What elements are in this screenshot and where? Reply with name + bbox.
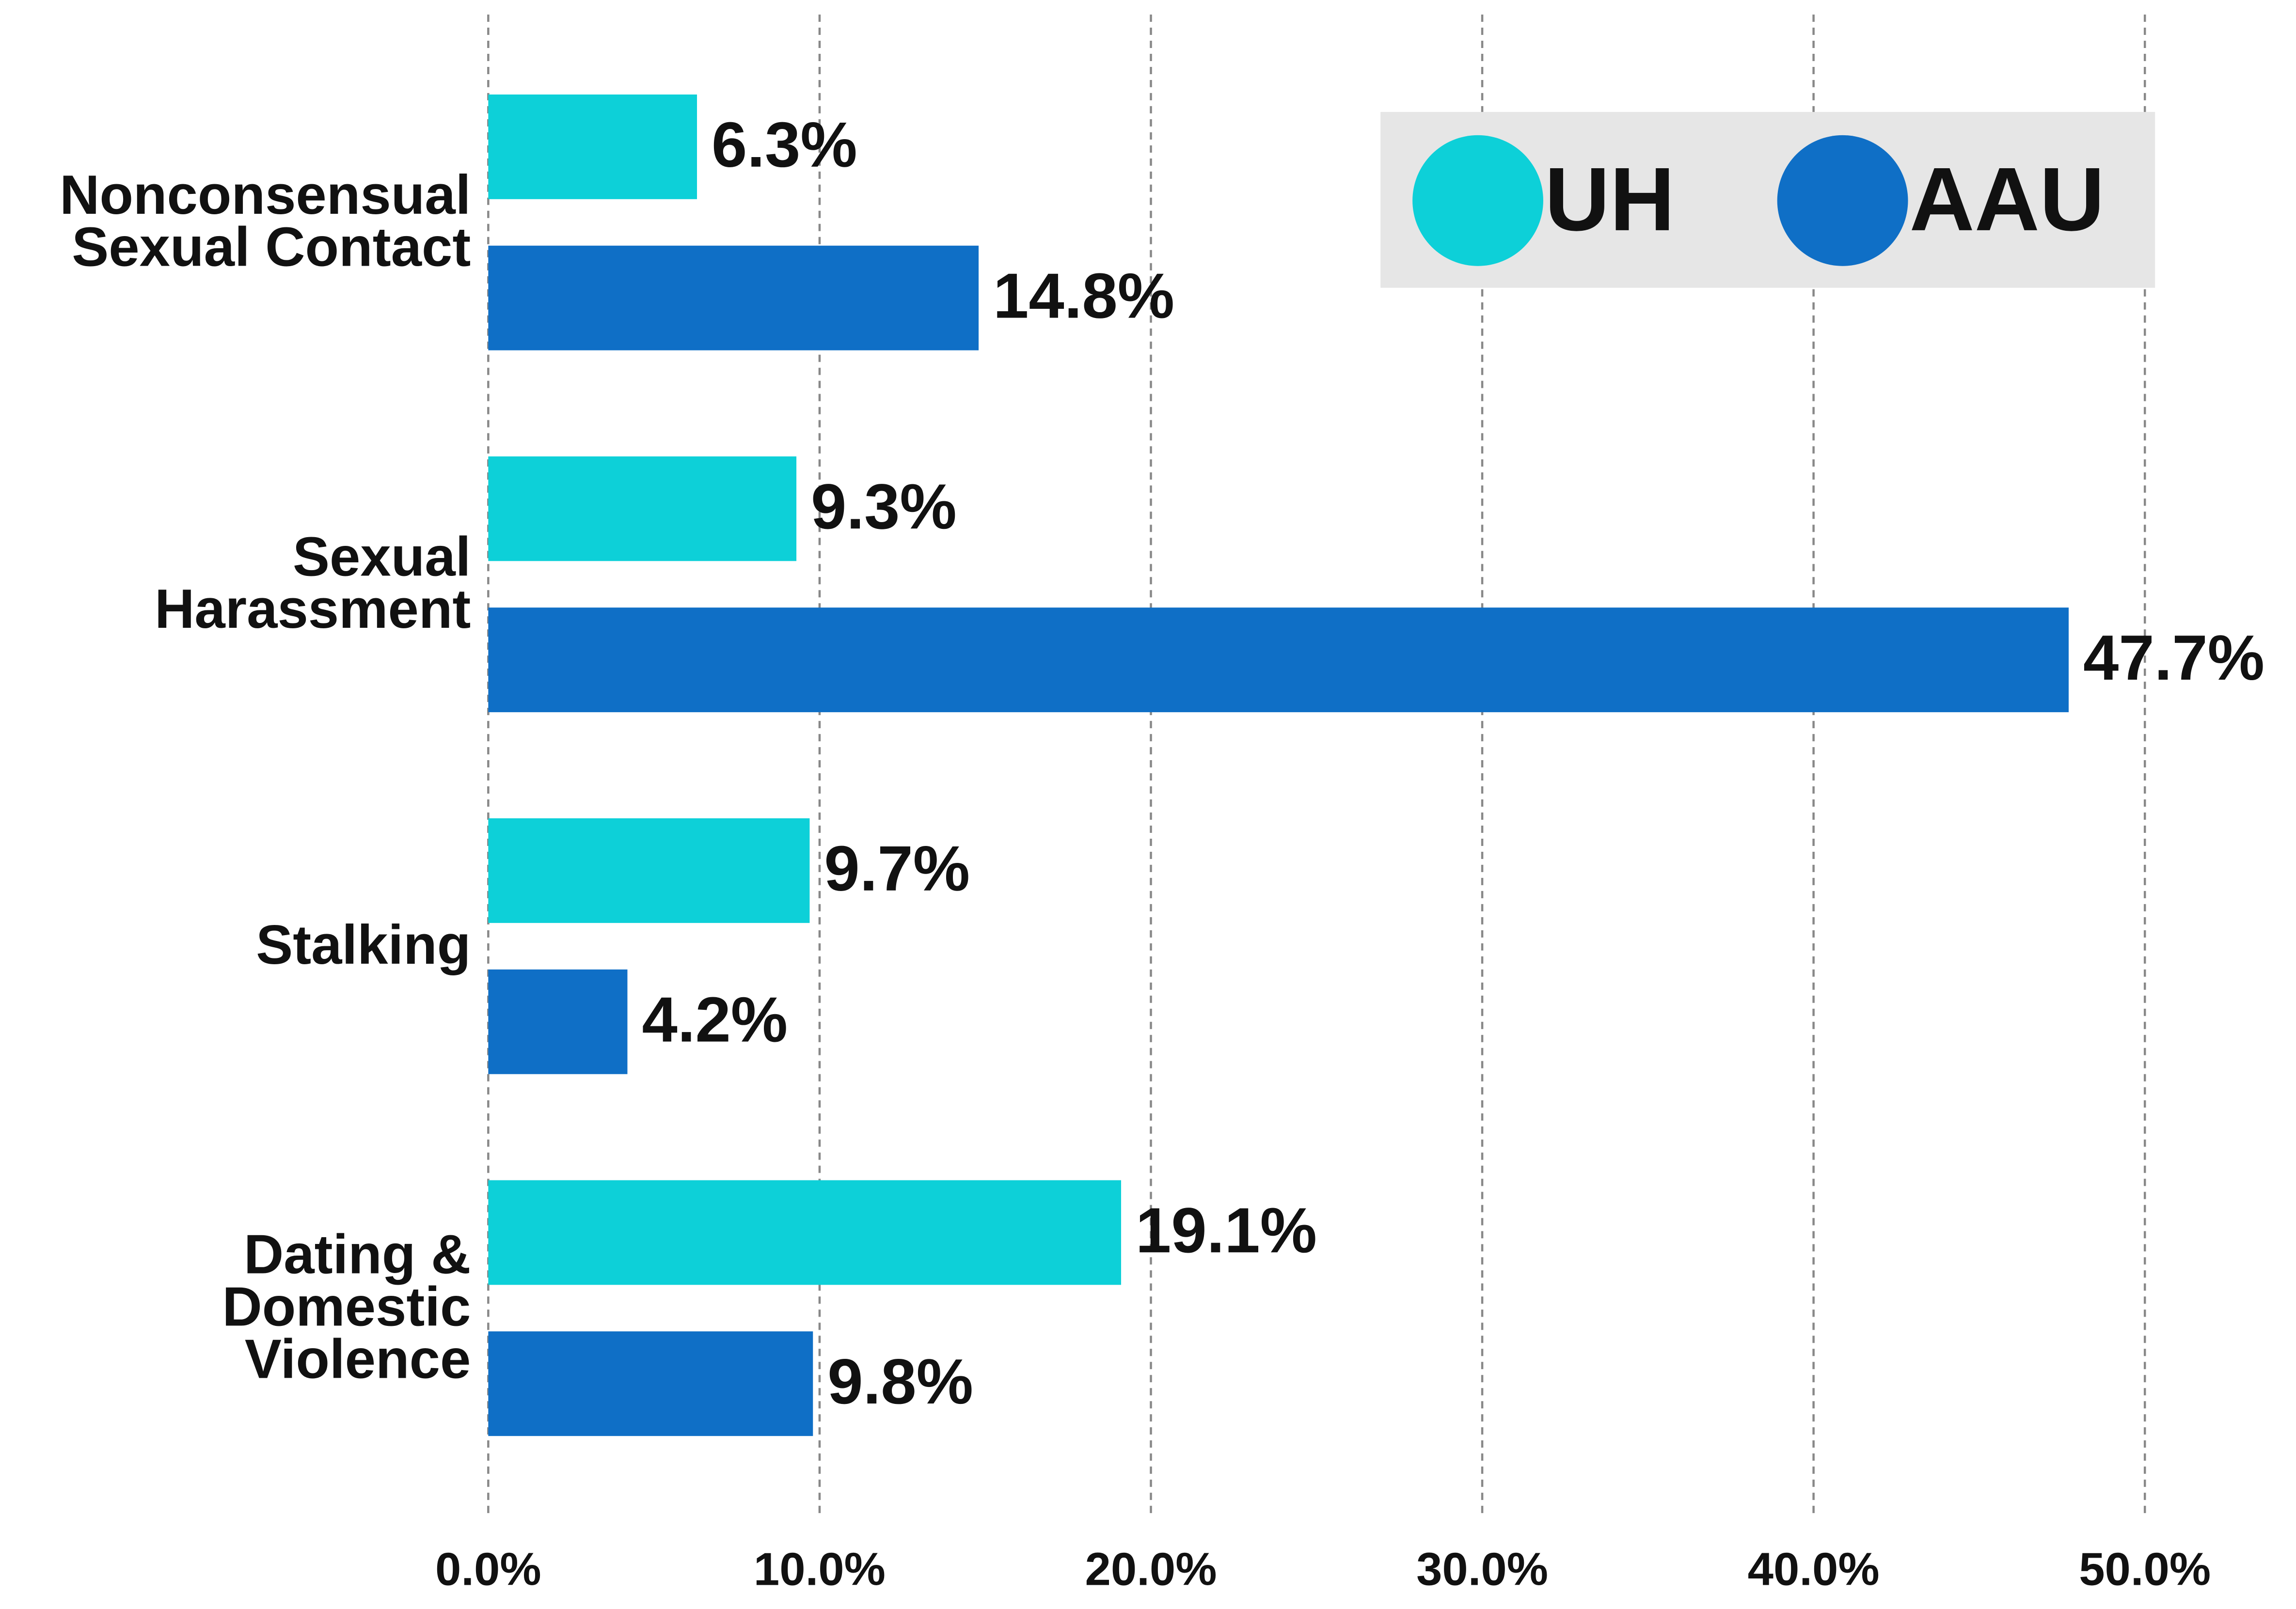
legend-swatch: [1412, 135, 1543, 266]
bar: [488, 1180, 1121, 1285]
value-label: 19.1%: [1136, 1195, 1317, 1266]
category-text: Nonconsensual Sexual Contact: [60, 165, 471, 279]
legend-swatch: [1777, 135, 1908, 266]
legend-label: AAU: [1910, 149, 2105, 250]
value-label: 4.2%: [642, 984, 788, 1055]
x-tick-label: 40.0%: [1748, 1543, 1880, 1595]
category-label: Dating & Domestic Violence: [222, 1225, 471, 1391]
bar: [488, 1331, 813, 1436]
category-label: Stalking: [256, 915, 471, 977]
value-label: 47.7%: [2083, 622, 2264, 693]
value-label: 9.3%: [811, 471, 957, 542]
value-label: 6.3%: [712, 109, 857, 180]
value-label: 9.7%: [824, 833, 970, 904]
x-tick-label: 30.0%: [1416, 1543, 1548, 1595]
legend-label: UH: [1545, 149, 1675, 250]
bar: [488, 818, 810, 923]
bar: [488, 969, 628, 1074]
x-tick-label: 20.0%: [1085, 1543, 1217, 1595]
x-tick-label: 0.0%: [435, 1543, 541, 1595]
x-tick-label: 50.0%: [2079, 1543, 2211, 1595]
value-label: 9.8%: [827, 1346, 973, 1417]
bar: [488, 456, 797, 561]
bar: [488, 94, 697, 199]
x-tick-label: 10.0%: [754, 1543, 886, 1595]
category-text: Dating & Domestic Violence: [222, 1225, 471, 1391]
bar: [488, 245, 979, 350]
category-label: Sexual Harassment: [155, 527, 471, 641]
value-label: 14.8%: [993, 260, 1174, 332]
bar: [488, 607, 2069, 713]
category-text: Sexual Harassment: [155, 527, 471, 641]
category-label: Nonconsensual Sexual Contact: [60, 165, 471, 279]
category-text: Stalking: [256, 915, 471, 977]
